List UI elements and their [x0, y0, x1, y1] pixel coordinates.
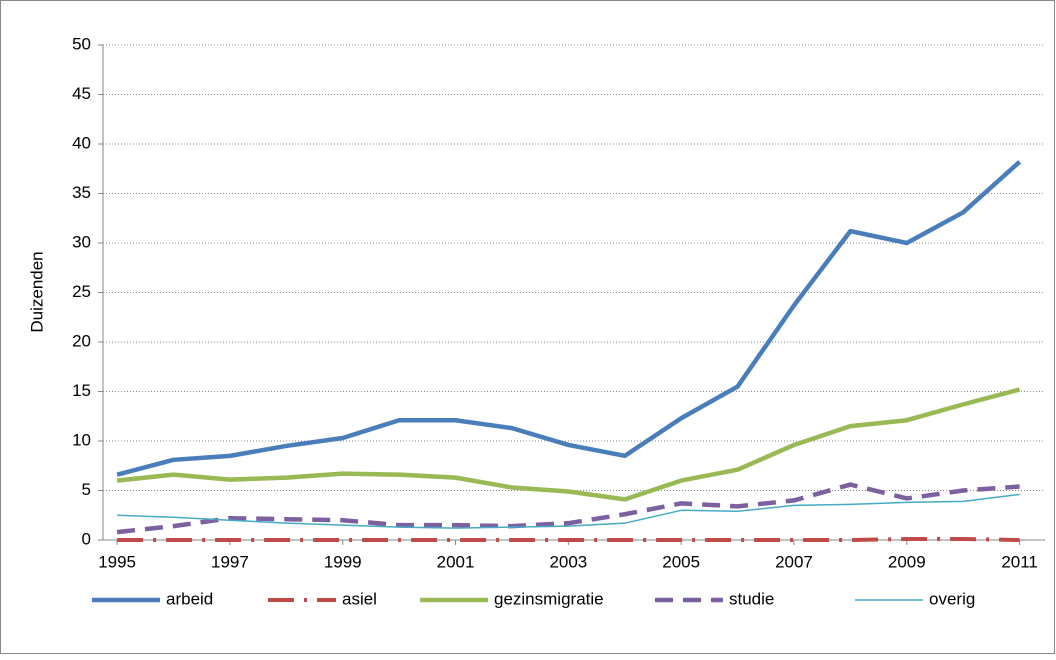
- y-tick-label: 10: [72, 430, 91, 449]
- x-tick-label: 1997: [211, 552, 249, 571]
- legend-label: overig: [929, 589, 975, 608]
- series-line: [116, 482, 1020, 535]
- y-tick-label: 45: [72, 84, 91, 103]
- legend-label: asiel: [342, 589, 377, 608]
- x-tick-label: 2007: [775, 552, 813, 571]
- x-tick-label: 2005: [662, 552, 700, 571]
- y-tick-label: 20: [72, 331, 91, 350]
- y-tick-label: 50: [72, 34, 91, 53]
- x-tick-label: 2003: [549, 552, 587, 571]
- legend-label: studie: [729, 589, 774, 608]
- legend-label: arbeid: [166, 589, 213, 608]
- y-tick-label: 15: [72, 381, 91, 400]
- y-tick-label: 35: [72, 183, 91, 202]
- y-tick-label: 5: [82, 480, 91, 499]
- x-tick-label: 1995: [98, 552, 136, 571]
- legend-label: gezinsmigratie: [494, 589, 604, 608]
- x-tick-label: 2009: [888, 552, 926, 571]
- series-line: [117, 537, 1020, 542]
- x-tick-label: 2011: [1001, 552, 1038, 571]
- x-tick-label: 1999: [324, 552, 362, 571]
- y-tick-label: 25: [72, 282, 91, 301]
- series-line: [117, 493, 1020, 529]
- y-axis-label: Duizenden: [27, 251, 46, 332]
- series-line: [116, 387, 1021, 502]
- y-tick-label: 0: [82, 529, 91, 548]
- x-tick-label: 2001: [437, 552, 475, 571]
- y-tick-label: 30: [72, 232, 91, 251]
- y-tick-label: 40: [72, 133, 91, 152]
- series-line: [116, 160, 1022, 477]
